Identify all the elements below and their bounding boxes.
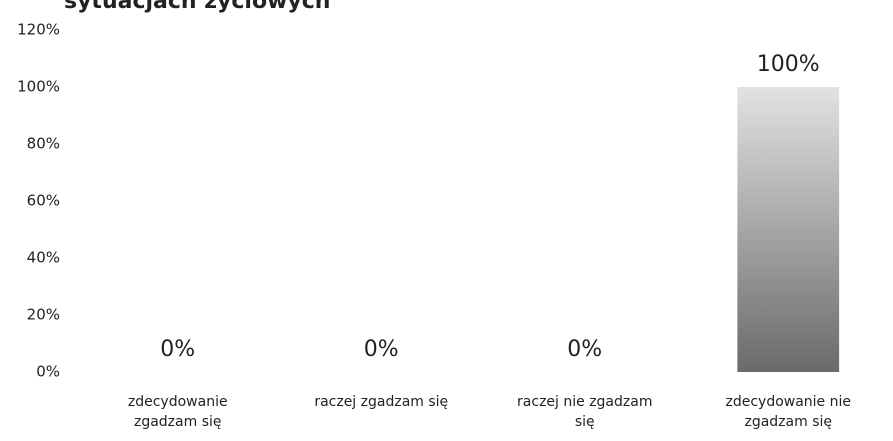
y-tick-label: 120% xyxy=(17,21,60,39)
y-tick-label: 40% xyxy=(27,249,60,267)
value-label: 0% xyxy=(364,337,399,362)
x-tick-label: zdecydowanie zgadzam się xyxy=(127,394,228,430)
x-tick-label: raczej zgadzam się xyxy=(314,394,449,410)
chart-title: sytuacjach życiowych xyxy=(64,0,330,14)
bar xyxy=(737,87,840,372)
value-label: 0% xyxy=(160,337,195,362)
x-tick-label: zdecydowanie nie zgadzam się xyxy=(725,394,851,430)
y-tick-label: 20% xyxy=(27,306,60,324)
y-tick-label: 60% xyxy=(27,192,60,210)
x-tick-label: raczej nie zgadzam się xyxy=(517,394,653,430)
y-tick-label: 100% xyxy=(17,78,60,96)
y-tick-label: 0% xyxy=(36,363,60,381)
value-label: 0% xyxy=(567,337,602,362)
y-tick-label: 80% xyxy=(27,135,60,153)
value-label: 100% xyxy=(757,52,820,77)
